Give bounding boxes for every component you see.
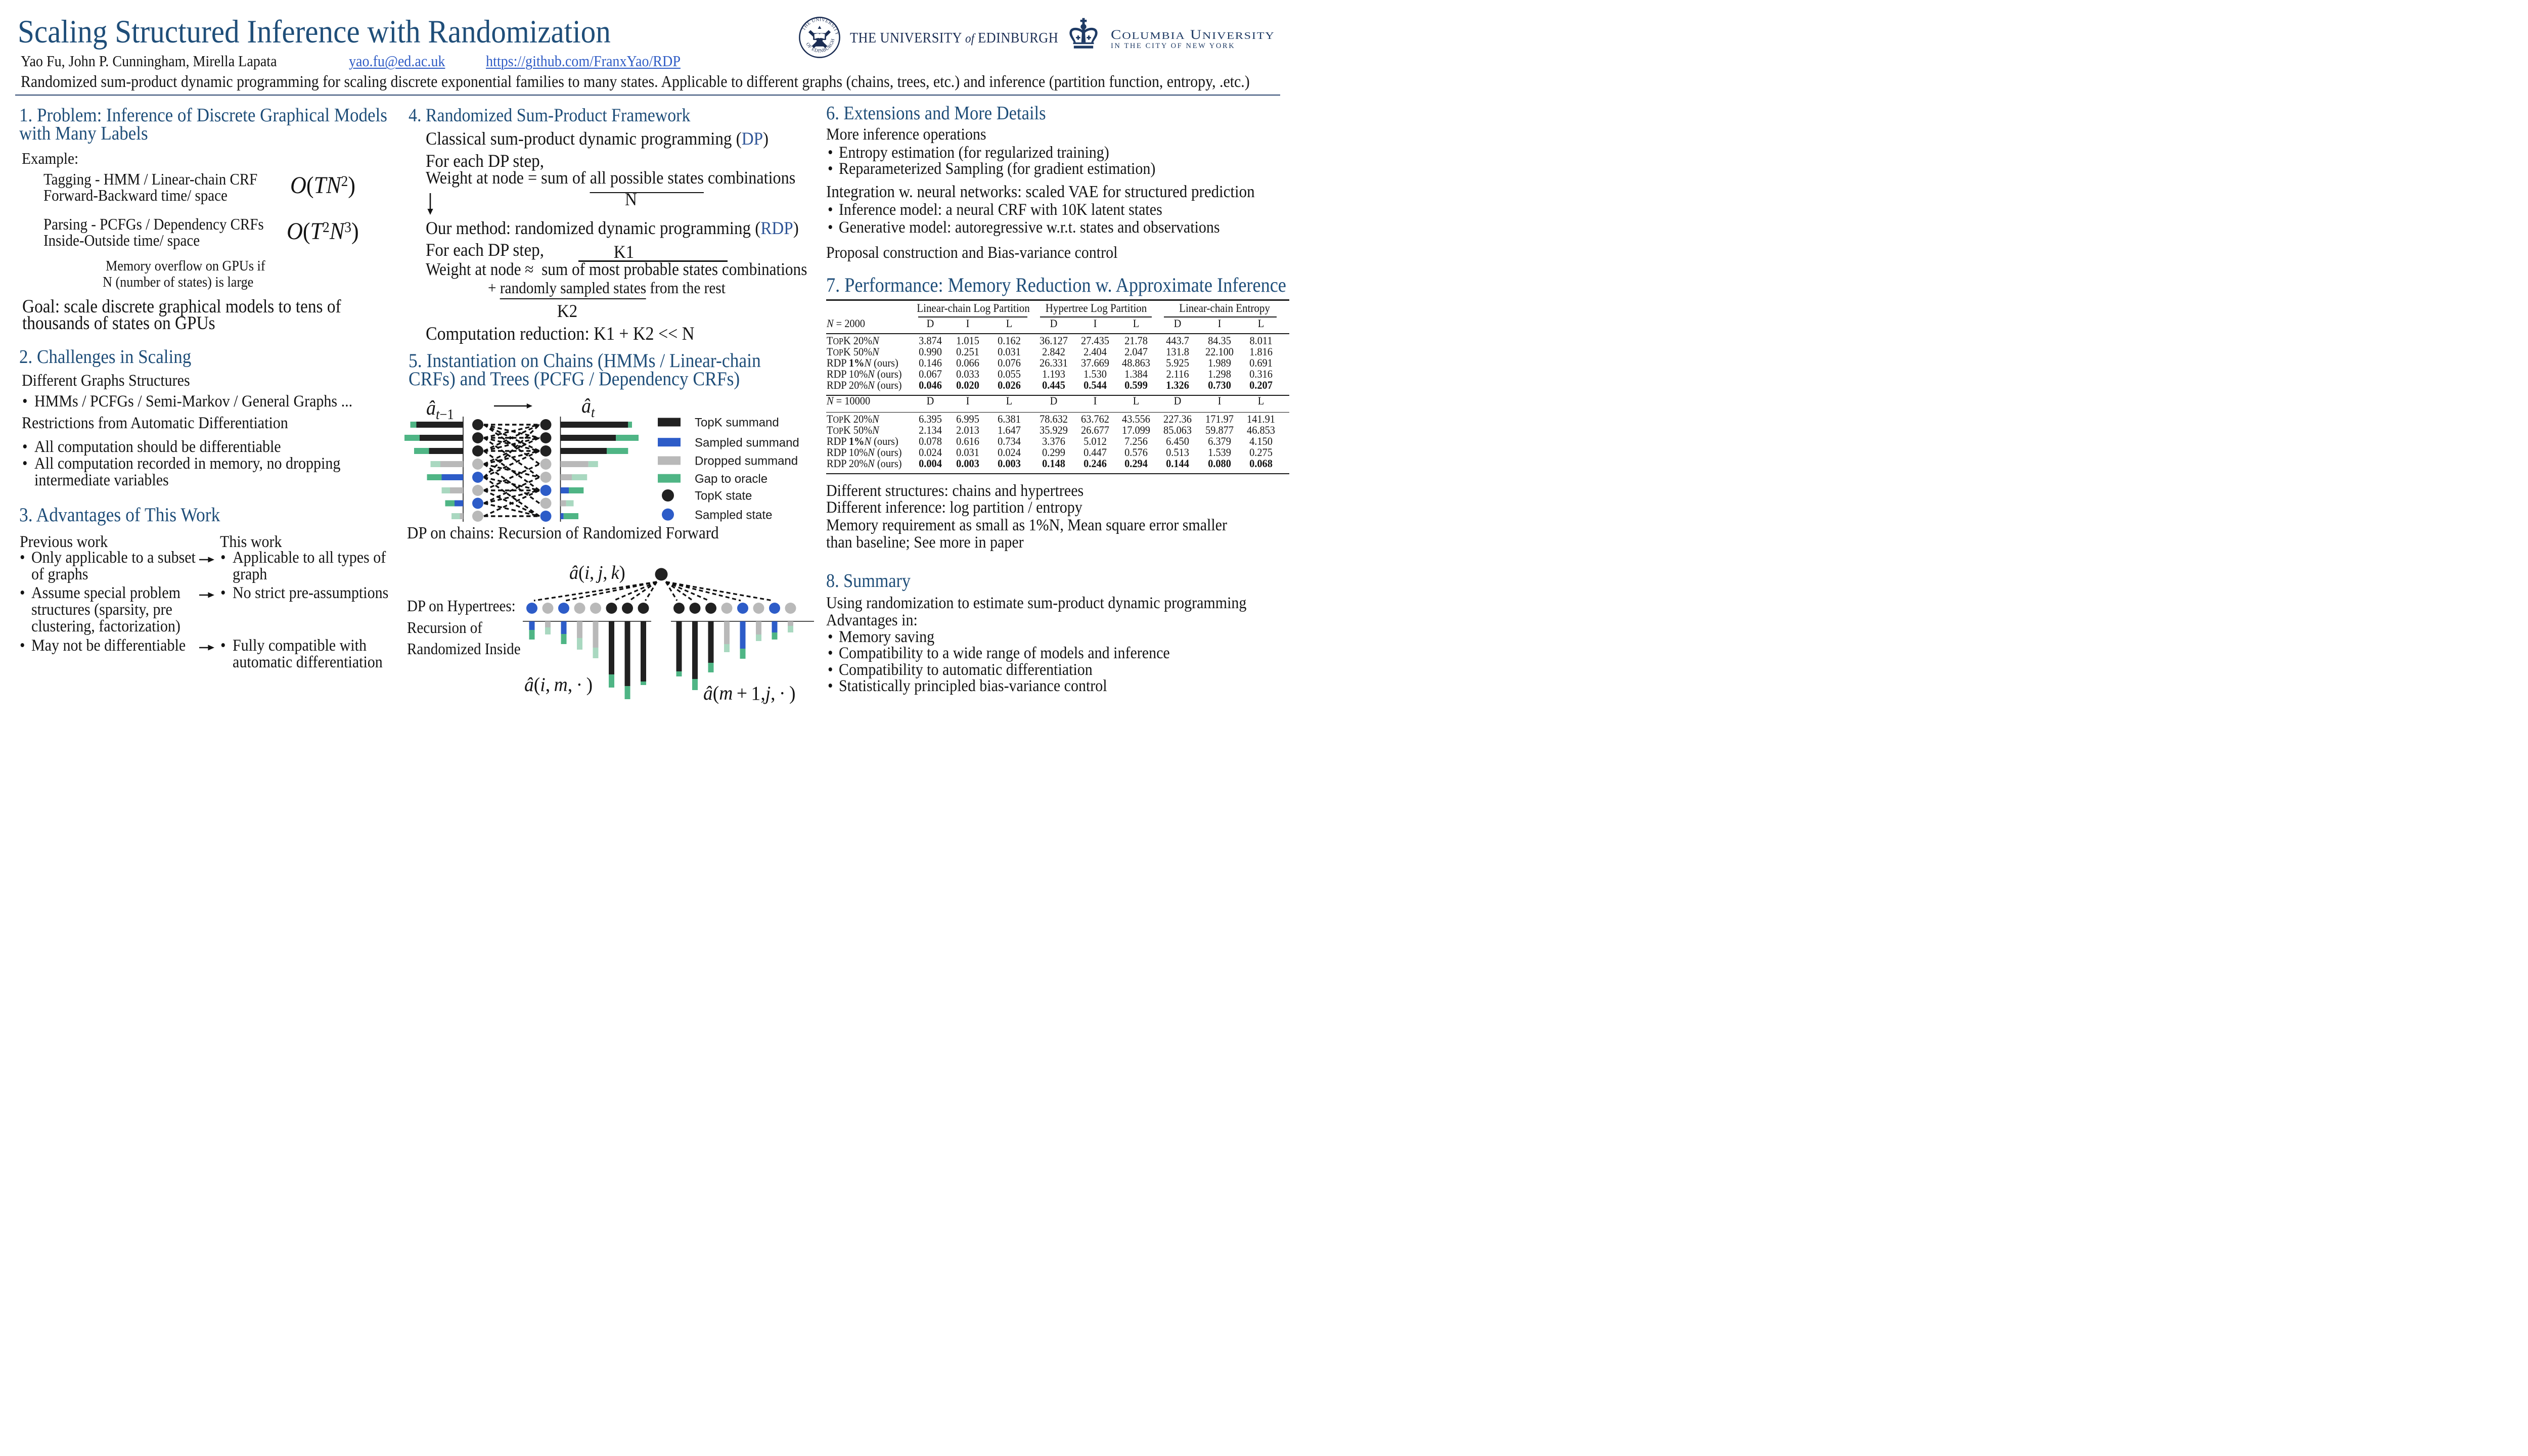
svg-text:Sampled summand: Sampled summand <box>695 436 799 449</box>
svg-text:THE UNIVERSITY: THE UNIVERSITY <box>801 17 839 36</box>
svg-text:TopK summand: TopK summand <box>695 416 779 430</box>
svg-text:TopK state: TopK state <box>695 489 752 503</box>
svg-text:Sampled state: Sampled state <box>695 509 772 522</box>
svg-text:Gap to oracle: Gap to oracle <box>695 472 768 486</box>
svg-text:Dropped summand: Dropped summand <box>695 454 798 468</box>
